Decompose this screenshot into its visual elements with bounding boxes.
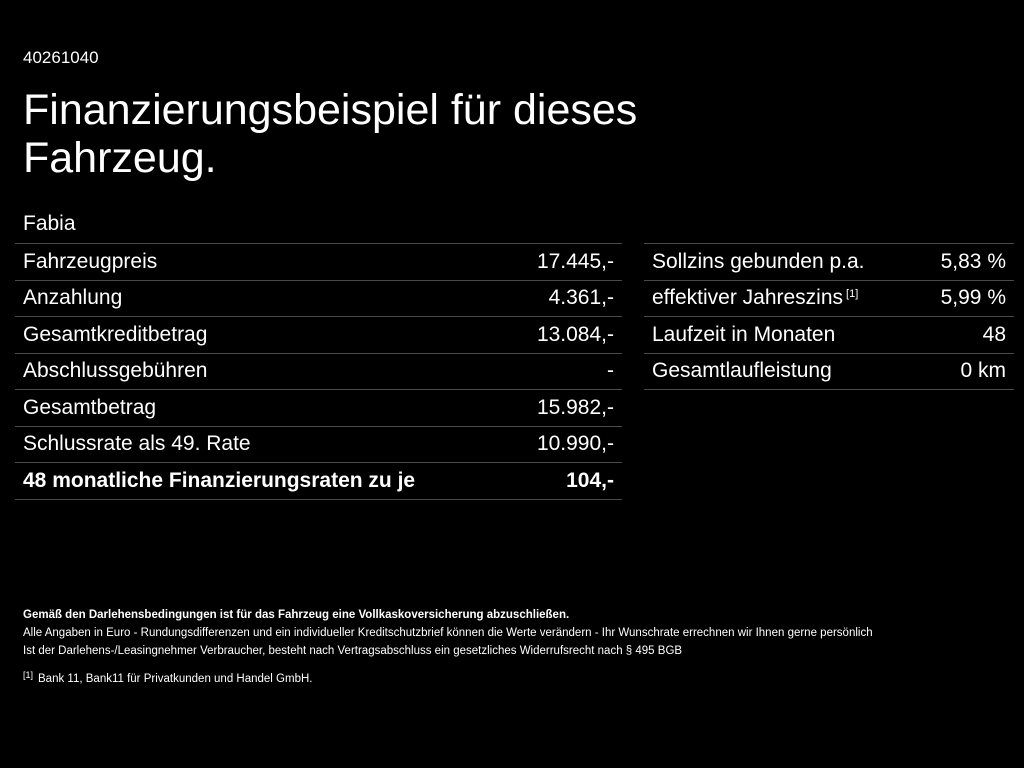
footnote-marker: [1] <box>846 288 859 301</box>
row-value: 0 km <box>916 353 1014 390</box>
row-label: Laufzeit in Monaten <box>644 316 917 354</box>
row-label: Gesamtbetrag <box>15 389 510 427</box>
table-row: Anzahlung 4.361,- <box>15 280 622 317</box>
row-value: 15.982,- <box>509 389 622 427</box>
row-label-cell: effektiver Jahreszins [1] <box>644 280 917 317</box>
table-row: Schlussrate als 49. Rate 10.990,- <box>15 426 622 463</box>
financing-table: Fahrzeugpreis 17.445,- Anzahlung 4.361,-… <box>15 243 622 500</box>
table-row: Gesamtkreditbetrag 13.084,- <box>15 316 622 354</box>
row-value: 17.445,- <box>509 243 622 281</box>
table-row: Sollzins gebunden p.a. 5,83 % <box>644 243 1014 281</box>
row-value: 104,- <box>509 462 622 500</box>
row-value: - <box>509 353 622 390</box>
row-value: 13.084,- <box>509 316 622 354</box>
insurance-note: Gemäß den Darlehensbedingungen ist für d… <box>23 609 570 621</box>
interest-table: Sollzins gebunden p.a. 5,83 % effektiver… <box>644 243 1014 390</box>
table-row: Fahrzeugpreis 17.445,- <box>15 243 622 281</box>
row-value: 10.990,- <box>509 426 622 463</box>
row-label: 48 monatliche Finanzierungsraten zu je <box>15 462 510 500</box>
table-row: Laufzeit in Monaten 48 <box>644 316 1014 354</box>
table-row: Gesamtbetrag 15.982,- <box>15 389 622 427</box>
row-value: 5,99 % <box>916 280 1014 317</box>
reference-id: 40261040 <box>23 48 99 67</box>
monthly-rate-row: 48 monatliche Finanzierungsraten zu je 1… <box>15 462 622 500</box>
row-value: 4.361,- <box>509 280 622 317</box>
row-label: Anzahlung <box>15 280 510 317</box>
row-label: Gesamtlaufleistung <box>644 353 917 390</box>
page-title: Finanzierungsbeispiel für dieses Fahrzeu… <box>23 86 638 182</box>
row-label: Fahrzeugpreis <box>15 243 510 281</box>
footnote-marker: [1] <box>23 670 34 680</box>
footnote: [1] Bank 11, Bank11 für Privatkunden und … <box>23 666 1008 688</box>
row-label: effektiver Jahreszins <box>652 286 844 310</box>
legal-footer: Gemäß den Darlehensbedingungen ist für d… <box>23 606 1008 688</box>
table-row: effektiver Jahreszins [1] 5,99 % <box>644 280 1014 317</box>
row-label: Sollzins gebunden p.a. <box>644 243 917 281</box>
row-label: Abschlussgebühren <box>15 353 510 390</box>
disclaimer-line: Alle Angaben in Euro - Rundungsdifferenz… <box>23 627 873 639</box>
table-row: Abschlussgebühren - <box>15 353 622 390</box>
model-name: Fabia <box>23 212 76 235</box>
row-value: 5,83 % <box>916 243 1014 281</box>
row-value: 48 <box>916 316 1014 354</box>
table-row: Gesamtlaufleistung 0 km <box>644 353 1014 390</box>
withdrawal-note: Ist der Darlehens-/Leasingnehmer Verbrau… <box>23 645 683 657</box>
footnote-text: Bank 11, Bank11 für Privatkunden und Han… <box>38 673 313 685</box>
row-label: Schlussrate als 49. Rate <box>15 426 510 463</box>
row-label: Gesamtkreditbetrag <box>15 316 510 354</box>
